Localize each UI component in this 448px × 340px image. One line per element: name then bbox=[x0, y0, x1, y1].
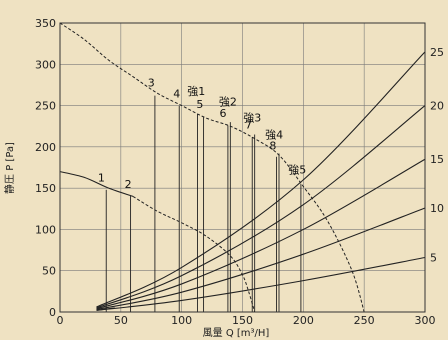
operating-point-label: 4 bbox=[173, 87, 180, 100]
operating-point-label: 強1 bbox=[187, 85, 205, 98]
duct-curve-label: 20 bbox=[430, 100, 444, 113]
x-tick-label: 150 bbox=[232, 314, 253, 327]
y-tick-label: 100 bbox=[35, 223, 56, 236]
tick-labels: 0 50 100 150 200 250 300 0 50 100 150 200 250 300 350 5… bbox=[35, 17, 444, 327]
curves bbox=[59, 22, 426, 313]
y-tick-label: 200 bbox=[35, 141, 56, 154]
operating-point-label: 6 bbox=[220, 107, 227, 120]
curve-origin-mark bbox=[96, 307, 115, 311]
y-tick-label: 300 bbox=[35, 58, 56, 71]
y-tick-label: 350 bbox=[35, 17, 56, 30]
operating-point-label: 強3 bbox=[243, 111, 261, 124]
plot-frame bbox=[59, 22, 426, 313]
operating-point-label: 強2 bbox=[219, 96, 237, 109]
x-tick-label: 200 bbox=[293, 314, 314, 327]
duct-curve-label: 10 bbox=[430, 202, 444, 215]
duct-curve-label: 5 bbox=[430, 252, 437, 265]
performance-curve-low-solid bbox=[59, 171, 134, 197]
operating-point-label: 2 bbox=[125, 178, 132, 191]
y-tick-label: 250 bbox=[35, 100, 56, 113]
duct-curve-label: 15 bbox=[430, 153, 444, 166]
duct-curve-label: 25 bbox=[430, 46, 444, 59]
operating-point-label: 強4 bbox=[265, 129, 283, 142]
operating-point-label: 5 bbox=[196, 98, 203, 111]
performance-curve-low-dashed bbox=[132, 195, 256, 313]
operating-point-label: 7 bbox=[245, 119, 252, 132]
y-axis-label: 静圧 P [Pa] bbox=[3, 142, 16, 194]
operating-points: 1 2 3 4 強15 強26 強37 強48 強5 bbox=[98, 77, 306, 312]
operating-point-label: 3 bbox=[148, 77, 155, 90]
y-tick-label: 50 bbox=[42, 265, 56, 278]
operating-point-label: 強5 bbox=[288, 163, 306, 176]
x-tick-label: 100 bbox=[171, 314, 192, 327]
x-tick-label: 300 bbox=[415, 314, 436, 327]
x-tick-label: 250 bbox=[354, 314, 375, 327]
duct-curve-15 bbox=[96, 158, 426, 310]
operating-point-label: 1 bbox=[98, 172, 105, 185]
x-tick-label: 0 bbox=[57, 314, 64, 327]
x-axis-label: 風量 Q [m³/H] bbox=[203, 327, 270, 339]
x-tick-label: 50 bbox=[114, 314, 128, 327]
duct-curve-10 bbox=[96, 207, 426, 311]
grid bbox=[59, 22, 426, 313]
y-tick-label: 0 bbox=[49, 306, 56, 319]
performance-curve-high bbox=[59, 22, 365, 313]
duct-curve-5 bbox=[96, 256, 426, 311]
duct-curve-25 bbox=[96, 51, 426, 308]
y-tick-label: 150 bbox=[35, 182, 56, 195]
operating-point-label: 8 bbox=[269, 139, 276, 152]
duct-curve-20 bbox=[96, 105, 426, 309]
